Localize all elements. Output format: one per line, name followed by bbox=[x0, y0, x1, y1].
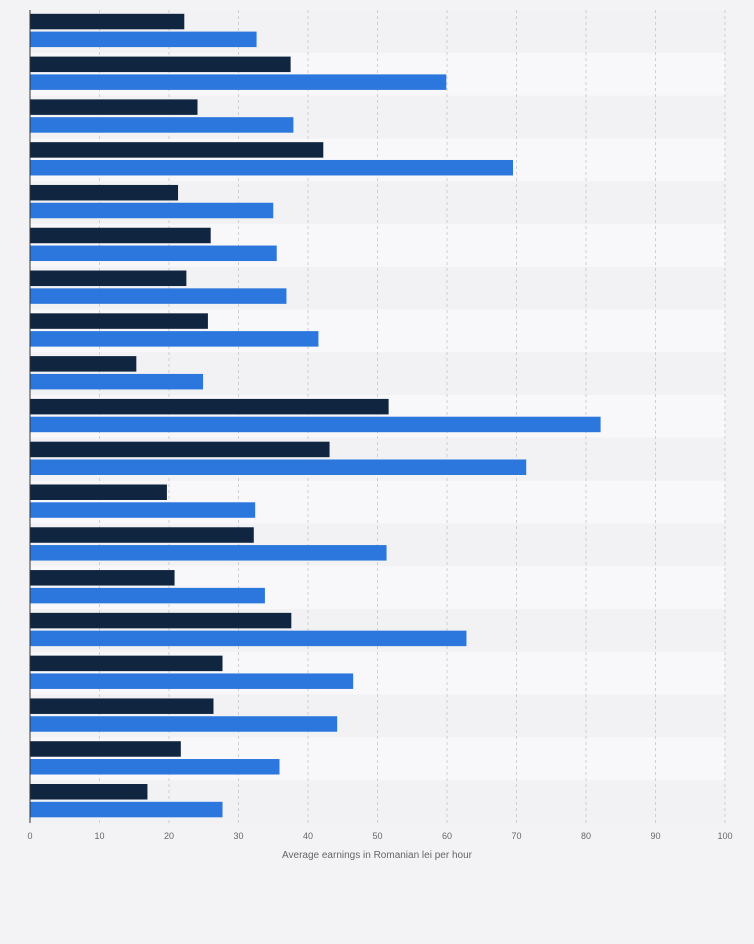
bar bbox=[30, 502, 256, 518]
bar bbox=[30, 655, 223, 672]
x-tick-label: 80 bbox=[581, 831, 591, 841]
bar bbox=[30, 587, 265, 604]
bar bbox=[30, 313, 208, 329]
bar bbox=[30, 56, 291, 73]
bar bbox=[30, 202, 274, 219]
x-tick-labels: 0 10 20 30 40 50 60 70 80 90 100 bbox=[27, 831, 732, 841]
bar bbox=[30, 356, 137, 372]
bar bbox=[30, 184, 179, 201]
bar bbox=[30, 716, 338, 732]
bar bbox=[30, 484, 167, 500]
bar bbox=[30, 288, 287, 304]
bar bbox=[30, 630, 467, 647]
bar bbox=[30, 159, 514, 176]
bar bbox=[30, 784, 148, 800]
bar bbox=[30, 31, 257, 48]
x-tick-label: 0 bbox=[27, 831, 32, 841]
bar bbox=[30, 441, 330, 458]
bar bbox=[30, 673, 354, 689]
bar bbox=[30, 741, 181, 757]
bar bbox=[30, 570, 175, 586]
x-tick-label: 40 bbox=[303, 831, 313, 841]
bar bbox=[30, 270, 187, 287]
x-tick-label: 20 bbox=[164, 831, 174, 841]
x-tick-label: 50 bbox=[372, 831, 382, 841]
bar bbox=[30, 99, 198, 115]
bar bbox=[30, 227, 211, 244]
bar bbox=[30, 459, 527, 475]
bar bbox=[30, 416, 601, 433]
bar bbox=[30, 331, 319, 347]
bar bbox=[30, 801, 223, 818]
bar bbox=[30, 74, 447, 90]
bar bbox=[30, 545, 387, 561]
bars bbox=[30, 13, 601, 818]
bar bbox=[30, 373, 204, 390]
bar bbox=[30, 759, 280, 775]
bar bbox=[30, 13, 185, 30]
bar bbox=[30, 527, 254, 543]
x-tick-label: 90 bbox=[650, 831, 660, 841]
x-tick-label: 10 bbox=[94, 831, 104, 841]
bar bbox=[30, 245, 277, 262]
bar bbox=[30, 398, 389, 415]
x-axis-label: Average earnings in Romanian lei per hou… bbox=[282, 850, 473, 861]
bar bbox=[30, 117, 294, 133]
bar bbox=[30, 698, 214, 714]
x-tick-label: 70 bbox=[511, 831, 521, 841]
bar bbox=[30, 612, 292, 629]
bar bbox=[30, 142, 324, 158]
x-tick-label: 60 bbox=[442, 831, 452, 841]
x-tick-label: 30 bbox=[233, 831, 243, 841]
x-tick-label: 100 bbox=[717, 831, 732, 841]
